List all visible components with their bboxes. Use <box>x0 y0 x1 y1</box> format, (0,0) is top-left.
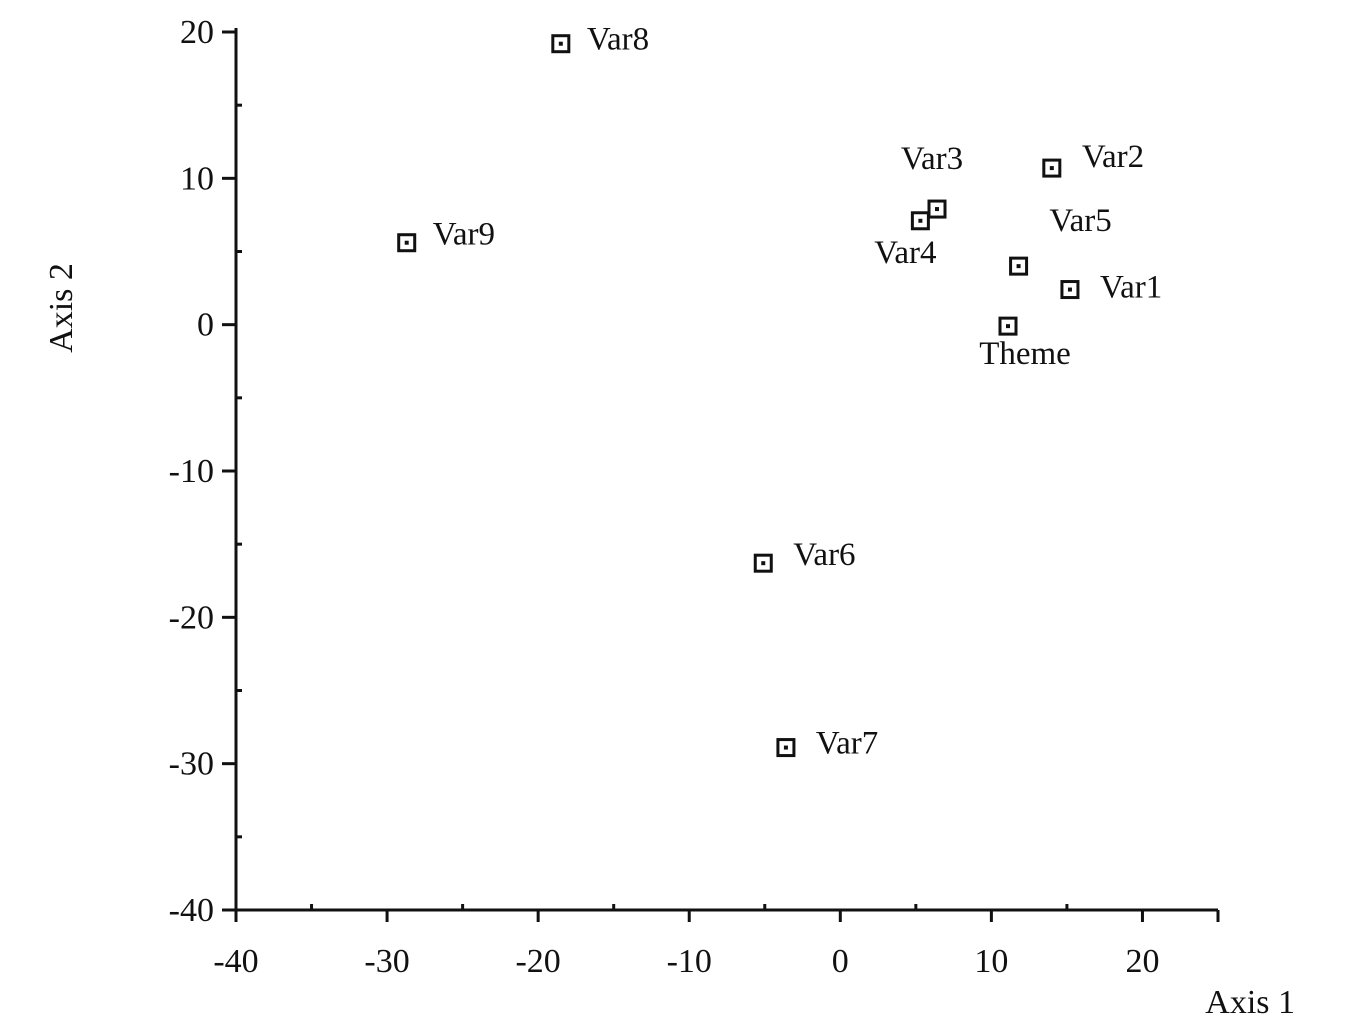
point-marker-dot <box>918 218 923 223</box>
point-label-theme: Theme <box>979 336 1071 372</box>
point-marker-dot <box>934 207 939 212</box>
data-point-var2 <box>1042 158 1062 178</box>
data-point-var6 <box>753 553 773 573</box>
data-point-var7 <box>776 738 796 758</box>
y-tick-label: -20 <box>169 599 214 636</box>
point-label-var9: Var9 <box>433 217 495 253</box>
y-tick-label: 10 <box>180 160 214 197</box>
point-label-var8: Var8 <box>587 22 649 58</box>
point-marker-dot <box>1006 324 1011 329</box>
point-marker-dot <box>783 745 788 750</box>
x-axis: -40 -30 -20 -10 0 10 20 <box>213 904 1220 980</box>
x-tick-label: -40 <box>213 943 258 980</box>
y-tick-label: -30 <box>169 746 214 783</box>
x-tick-label: -30 <box>364 943 409 980</box>
data-point-var8 <box>551 34 571 54</box>
x-tick-label: 0 <box>832 943 849 980</box>
y-axis-title: Axis 2 <box>43 263 80 353</box>
x-tick-label: 10 <box>974 943 1008 980</box>
point-marker-dot <box>404 240 409 245</box>
data-point-var3 <box>927 199 947 219</box>
point-label-var3: Var3 <box>901 141 963 177</box>
y-tick-label: -40 <box>169 892 214 929</box>
point-marker-dot <box>558 41 563 46</box>
x-axis-title: Axis 1 <box>1205 984 1295 1021</box>
data-point-theme <box>998 316 1018 336</box>
data-point-var4 <box>910 211 930 231</box>
point-marker-dot <box>761 561 766 566</box>
point-labels: Var1 Var2 Var3 Var4 Var5 Var6 Var7 Var8 Var9 Them… <box>433 22 1163 762</box>
y-tick-label: -10 <box>169 453 214 490</box>
data-point-var5 <box>1009 256 1029 276</box>
data-point-var1 <box>1060 280 1080 300</box>
y-axis: -40 -30 -20 -10 0 10 20 <box>169 14 242 929</box>
point-label-var5: Var5 <box>1049 203 1111 239</box>
x-tick-label: 20 <box>1125 943 1159 980</box>
point-marker-dot <box>1049 166 1054 171</box>
point-marker-dot <box>1016 264 1021 269</box>
point-label-var6: Var6 <box>793 537 855 573</box>
x-tick-label: -10 <box>667 943 712 980</box>
point-label-var2: Var2 <box>1082 139 1144 175</box>
x-tick-label: -20 <box>515 943 560 980</box>
data-points <box>397 34 1080 758</box>
point-label-var7: Var7 <box>816 726 878 762</box>
y-tick-label: 0 <box>197 307 214 344</box>
point-label-var1: Var1 <box>1100 270 1162 306</box>
point-marker-dot <box>1067 287 1072 292</box>
point-label-var4: Var4 <box>874 235 936 271</box>
data-point-var9 <box>397 233 417 253</box>
y-tick-label: 20 <box>180 14 214 51</box>
